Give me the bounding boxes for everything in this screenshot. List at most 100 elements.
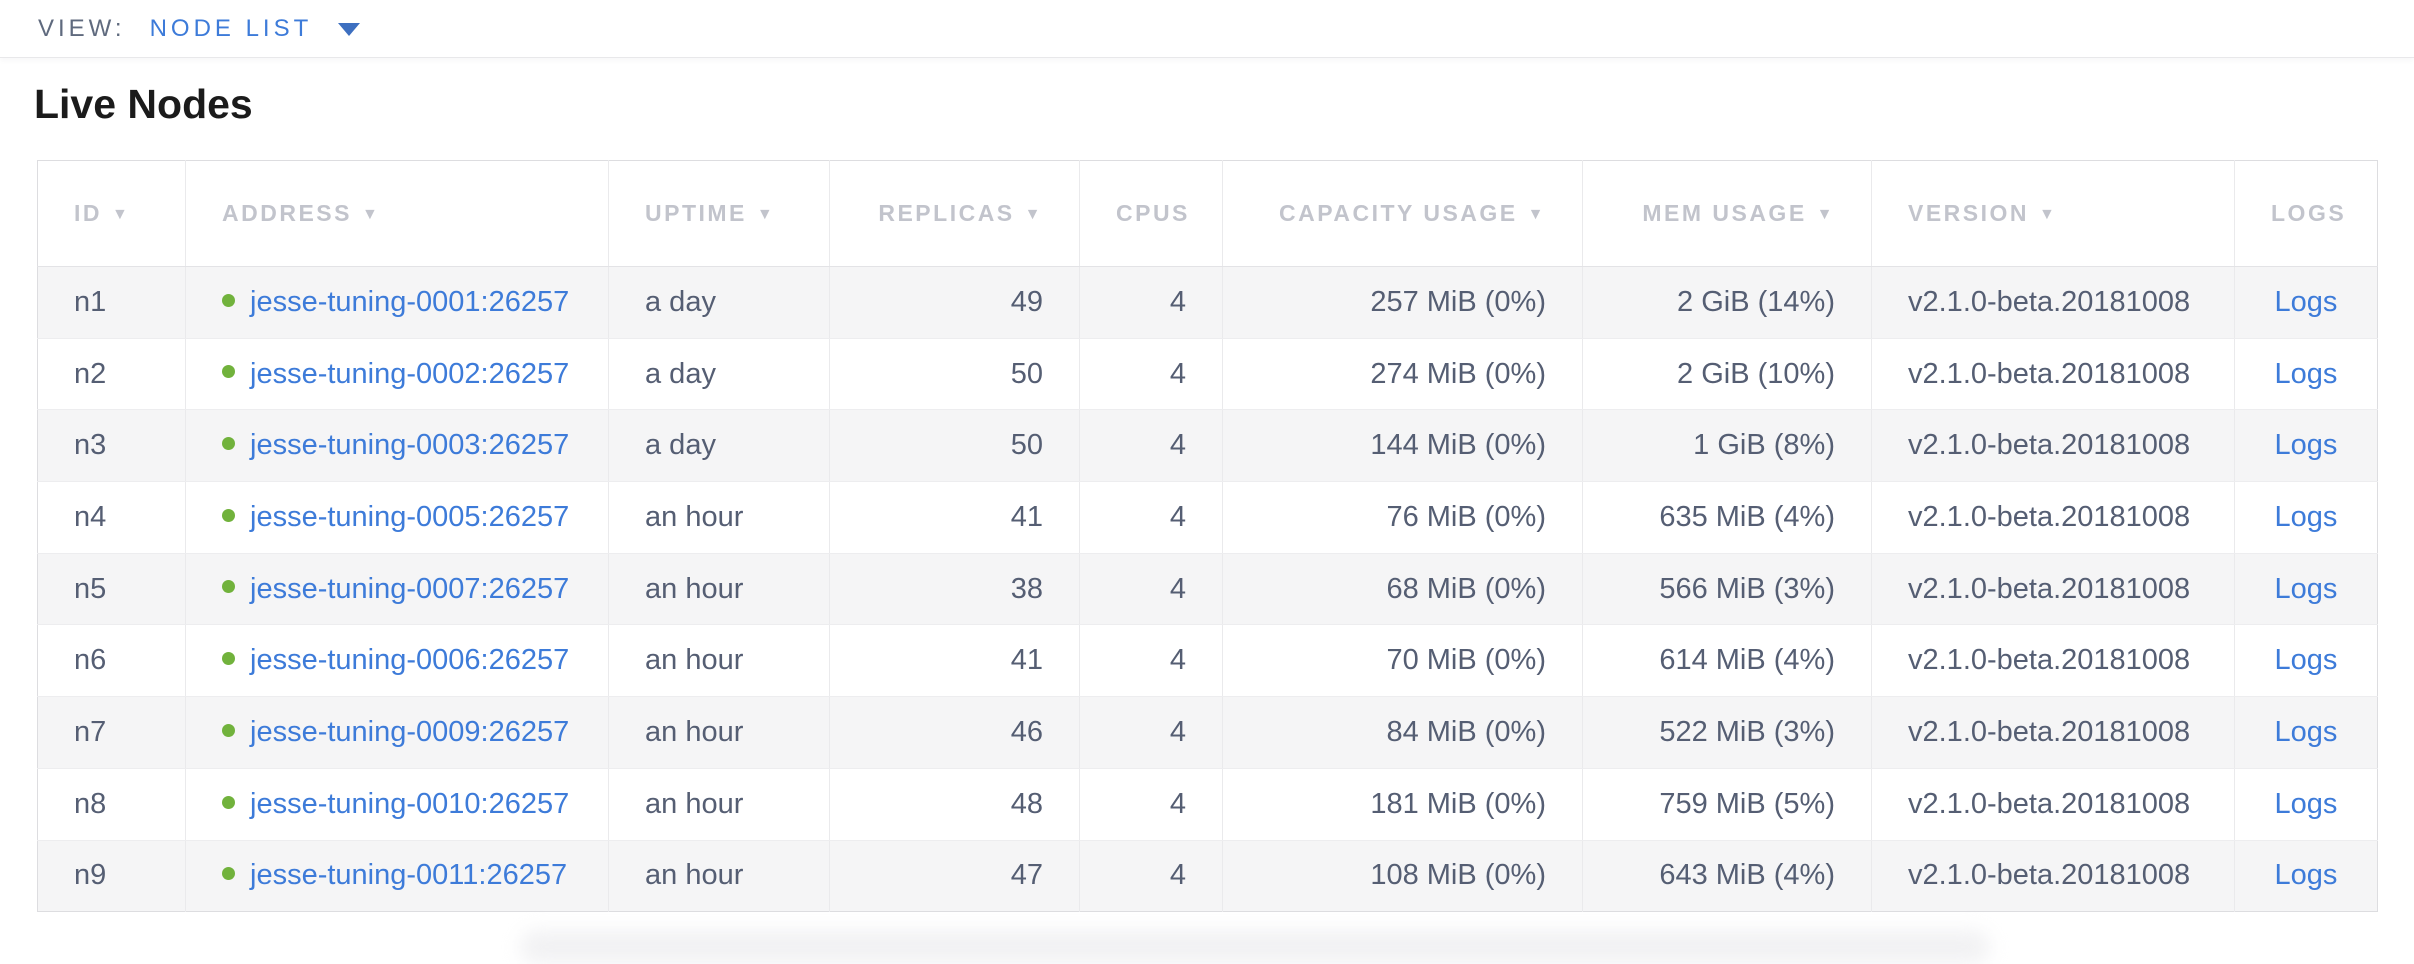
cell-capacity_usage: 257 MiB (0%) — [1222, 266, 1583, 339]
node-address-link[interactable]: jesse-tuning-0009:26257 — [250, 715, 570, 748]
column-header-mem_usage[interactable]: MEM USAGE ▼ — [1582, 160, 1872, 267]
live-nodes-table: ID ▼ ADDRESS ▼ UPTIME ▼ REPLICAS ▼ CPUS CAPACITY … — [37, 160, 2378, 913]
view-selector-dropdown[interactable]: NODE LIST — [150, 15, 361, 43]
cell-logs: Logs — [2234, 768, 2378, 841]
cell-address: jesse-tuning-0005:26257 — [185, 481, 609, 554]
column-header-version[interactable]: VERSION ▼ — [1871, 160, 2235, 267]
cell-uptime: an hour — [608, 481, 830, 554]
node-live-status-icon — [222, 723, 235, 737]
sort-arrow-icon: ▼ — [756, 206, 776, 223]
node-logs-link[interactable]: Logs — [2274, 644, 2338, 677]
column-header-replicas[interactable]: REPLICAS ▼ — [829, 160, 1080, 267]
cell-value-capacity_usage: 274 MiB (0%) — [1370, 357, 1546, 390]
cell-version: v2.1.0-beta.20181008 — [1871, 338, 2235, 411]
node-logs-link[interactable]: Logs — [2274, 357, 2338, 390]
cell-address: jesse-tuning-0006:26257 — [185, 624, 609, 698]
node-live-status-icon — [222, 437, 235, 451]
cell-uptime: an hour — [608, 768, 830, 841]
node-address-link[interactable]: jesse-tuning-0005:26257 — [250, 500, 570, 533]
cell-address: jesse-tuning-0002:26257 — [185, 338, 609, 411]
cell-id: n3 — [37, 409, 186, 483]
cell-value-id: n3 — [74, 429, 107, 462]
cell-value-uptime: an hour — [645, 644, 744, 677]
table-header-row: ID ▼ ADDRESS ▼ UPTIME ▼ REPLICAS ▼ CPUS CAPACITY … — [37, 160, 2378, 267]
node-logs-link[interactable]: Logs — [2274, 572, 2338, 605]
column-header-label: VERSION — [1908, 200, 2030, 226]
cell-replicas: 41 — [829, 624, 1080, 698]
column-header-id[interactable]: ID ▼ — [37, 160, 186, 267]
node-address-link[interactable]: jesse-tuning-0007:26257 — [250, 572, 570, 605]
node-address-link[interactable]: jesse-tuning-0006:26257 — [250, 644, 570, 677]
sort-arrow-icon: ▼ — [112, 206, 131, 223]
cell-value-cpus: 4 — [1169, 285, 1186, 318]
sort-arrow-icon: ▼ — [1527, 206, 1546, 223]
column-header-uptime[interactable]: UPTIME ▼ — [608, 160, 830, 267]
node-logs-link[interactable]: Logs — [2274, 285, 2338, 318]
cell-replicas: 38 — [829, 553, 1080, 626]
column-header-capacity_usage[interactable]: CAPACITY USAGE ▼ — [1222, 160, 1583, 267]
cell-id: n6 — [37, 624, 186, 698]
node-logs-link[interactable]: Logs — [2274, 859, 2338, 892]
column-header-label: ID — [74, 200, 102, 226]
node-address-link[interactable]: jesse-tuning-0003:26257 — [250, 429, 570, 462]
cell-version: v2.1.0-beta.20181008 — [1871, 768, 2235, 841]
cell-value-mem_usage: 1 GiB (8%) — [1693, 429, 1835, 462]
cell-value-replicas: 48 — [1010, 787, 1043, 820]
cell-cpus: 4 — [1079, 840, 1223, 912]
table-row: n6 jesse-tuning-0006:26257 an hour 41 4 70 Mi… — [37, 624, 2378, 698]
cell-replicas: 50 — [829, 338, 1080, 411]
node-address-link[interactable]: jesse-tuning-0002:26257 — [250, 357, 570, 390]
cell-value-replicas: 49 — [1010, 285, 1043, 318]
table-row: n1 jesse-tuning-0001:26257 a day 49 4 257 MiB… — [37, 266, 2378, 339]
table-row: n7 jesse-tuning-0009:26257 an hour 46 4 84 Mi… — [37, 696, 2378, 769]
cell-logs: Logs — [2234, 409, 2378, 483]
cell-value-replicas: 50 — [1010, 429, 1043, 462]
cell-uptime: an hour — [608, 553, 830, 626]
below-fold-shadow — [520, 930, 1990, 964]
cell-value-replicas: 47 — [1010, 859, 1043, 892]
cell-value-cpus: 4 — [1169, 787, 1186, 820]
cell-value-capacity_usage: 84 MiB (0%) — [1386, 715, 1546, 748]
node-logs-link[interactable]: Logs — [2274, 715, 2338, 748]
cell-capacity_usage: 70 MiB (0%) — [1222, 624, 1583, 698]
cell-value-uptime: a day — [645, 357, 716, 390]
node-logs-link[interactable]: Logs — [2274, 787, 2338, 820]
node-live-status-icon — [222, 365, 235, 379]
cell-id: n8 — [37, 768, 186, 841]
cell-value-cpus: 4 — [1169, 644, 1186, 677]
cell-cpus: 4 — [1079, 266, 1223, 339]
cell-version: v2.1.0-beta.20181008 — [1871, 553, 2235, 626]
cell-value-capacity_usage: 70 MiB (0%) — [1386, 644, 1546, 677]
column-header-address[interactable]: ADDRESS ▼ — [185, 160, 609, 267]
node-live-status-icon — [222, 795, 235, 809]
cell-value-version: v2.1.0-beta.20181008 — [1908, 500, 2191, 533]
cell-uptime: a day — [608, 409, 830, 483]
table-row: n8 jesse-tuning-0010:26257 an hour 48 4 181 M… — [37, 768, 2378, 841]
sort-arrow-icon: ▼ — [2039, 206, 2058, 223]
cell-value-cpus: 4 — [1169, 357, 1186, 390]
cell-address: jesse-tuning-0003:26257 — [185, 409, 609, 483]
cell-address: jesse-tuning-0001:26257 — [185, 266, 609, 339]
cell-value-replicas: 41 — [1010, 644, 1043, 677]
cell-address: jesse-tuning-0010:26257 — [185, 768, 609, 841]
cell-mem_usage: 643 MiB (4%) — [1582, 840, 1872, 912]
node-address-link[interactable]: jesse-tuning-0001:26257 — [250, 285, 570, 318]
cell-id: n7 — [37, 696, 186, 769]
cell-mem_usage: 522 MiB (3%) — [1582, 696, 1872, 769]
cell-cpus: 4 — [1079, 481, 1223, 554]
node-address-link[interactable]: jesse-tuning-0011:26257 — [250, 859, 568, 892]
node-live-status-icon — [222, 293, 235, 307]
node-address-link[interactable]: jesse-tuning-0010:26257 — [250, 787, 570, 820]
cell-value-id: n9 — [74, 859, 107, 892]
node-logs-link[interactable]: Logs — [2274, 500, 2338, 533]
cell-logs: Logs — [2234, 338, 2378, 411]
node-logs-link[interactable]: Logs — [2274, 429, 2338, 462]
cell-value-cpus: 4 — [1169, 572, 1186, 605]
view-selected-value: NODE LIST — [149, 14, 313, 42]
cell-mem_usage: 614 MiB (4%) — [1582, 624, 1872, 698]
cell-version: v2.1.0-beta.20181008 — [1871, 624, 2235, 698]
cell-uptime: an hour — [608, 840, 830, 912]
cell-capacity_usage: 68 MiB (0%) — [1222, 553, 1583, 626]
cell-value-uptime: a day — [645, 429, 716, 462]
page-title: Live Nodes — [34, 81, 253, 127]
